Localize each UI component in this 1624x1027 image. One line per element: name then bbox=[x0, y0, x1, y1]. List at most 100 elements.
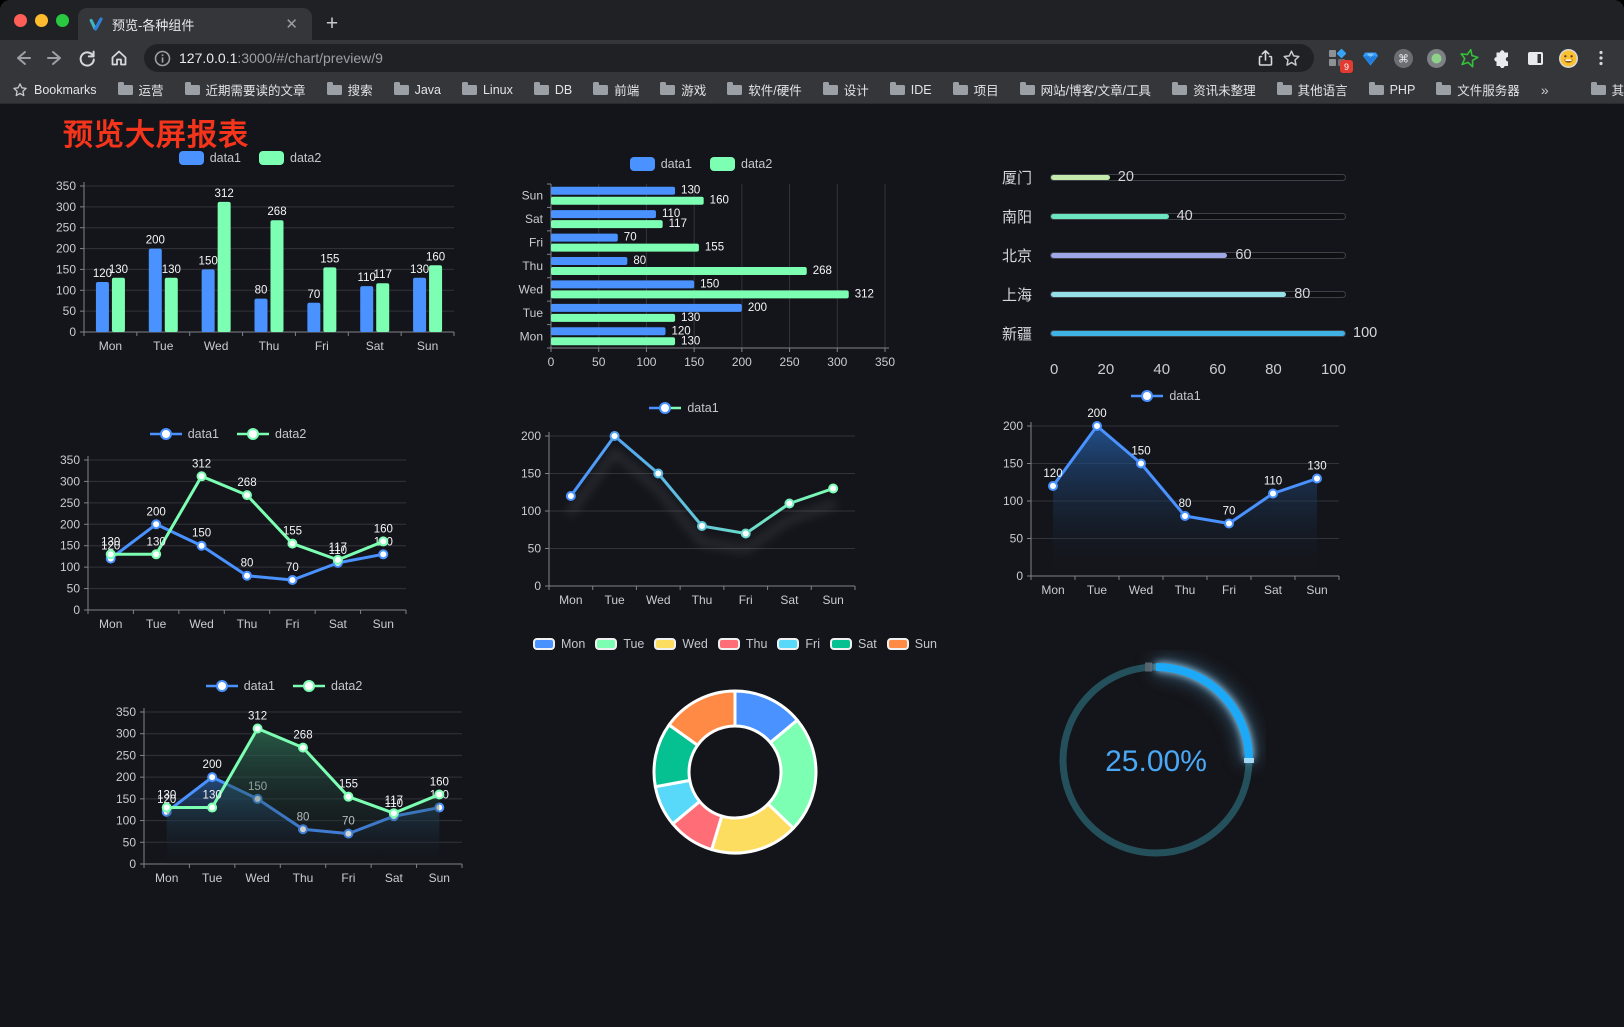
bookmark-folder[interactable]: Java bbox=[393, 81, 441, 97]
site-info-icon[interactable] bbox=[154, 50, 171, 67]
svg-text:0: 0 bbox=[129, 857, 136, 871]
svg-text:Fri: Fri bbox=[739, 593, 753, 607]
legend-item[interactable]: data2 bbox=[237, 427, 306, 441]
bookmark-folder[interactable]: DB bbox=[533, 81, 572, 97]
extension-green-star-icon[interactable] bbox=[1458, 47, 1480, 69]
bookmark-folder[interactable]: 游戏 bbox=[660, 80, 706, 99]
maximize-window-button[interactable] bbox=[56, 14, 69, 27]
url-bar[interactable]: 127.0.0.1:3000/#/chart/preview/9 bbox=[144, 44, 1314, 72]
chart-bar-horizontal[interactable]: data1 data2 0 50 100 150 200 250 300 350 Mon 120 13… bbox=[505, 154, 897, 387]
minimize-window-button[interactable] bbox=[35, 14, 48, 27]
folder-icon bbox=[533, 81, 549, 95]
extension-badge: 9 bbox=[1340, 60, 1353, 73]
chart-gauge-percent[interactable]: 25.00% bbox=[1046, 650, 1266, 875]
chart-legend[interactable]: data1 data2 bbox=[40, 424, 416, 444]
bookmark-folder[interactable]: 前端 bbox=[593, 80, 639, 99]
legend-item[interactable]: data1 bbox=[1131, 389, 1201, 403]
page-title: 预览大屏报表 bbox=[63, 119, 249, 152]
bookmark-folder[interactable]: 设计 bbox=[822, 80, 869, 99]
svg-text:Thu: Thu bbox=[293, 871, 314, 885]
back-button[interactable] bbox=[10, 45, 36, 71]
bookmark-folder[interactable]: 网站/博客/文章/工具 bbox=[1019, 80, 1151, 99]
progress-row[interactable]: 南阳 40 bbox=[1002, 205, 1346, 227]
extension-grid-icon[interactable]: 9 bbox=[1326, 47, 1353, 73]
legend-item[interactable]: Sat bbox=[830, 637, 877, 651]
extension-command-icon[interactable]: ⌘ bbox=[1392, 47, 1414, 69]
legend-item[interactable]: data2 bbox=[710, 157, 772, 171]
svg-text:100: 100 bbox=[116, 814, 136, 828]
area-chart-canvas[interactable]: 0 50 100 150 200 Mon Tue Wed Thu Fri Sat Sun 120 200 1… bbox=[983, 408, 1349, 612]
extension-record-icon[interactable] bbox=[1425, 47, 1447, 69]
legend-label: Tue bbox=[623, 637, 645, 651]
svg-text:150: 150 bbox=[192, 528, 211, 540]
bookmarks-manager-item[interactable]: Bookmarks bbox=[12, 82, 97, 98]
line-chart-canvas[interactable]: 0 50 100 150 200 250 300 350 Mon Tue Wed Thu Fri Sat S… bbox=[40, 446, 416, 648]
chart-legend[interactable]: data1 bbox=[503, 398, 865, 418]
share-icon[interactable] bbox=[1252, 45, 1278, 71]
chart-legend[interactable]: data1 data2 bbox=[505, 154, 897, 174]
legend-item[interactable]: data1 bbox=[205, 679, 275, 693]
legend-item[interactable]: data1 bbox=[178, 151, 241, 165]
forward-button[interactable] bbox=[42, 45, 68, 71]
legend-item[interactable]: Tue bbox=[595, 637, 644, 651]
extensions-puzzle-icon[interactable] bbox=[1491, 47, 1513, 69]
bookmark-folder[interactable]: 文件服务器 bbox=[1436, 80, 1520, 99]
chart-line-two-series[interactable]: data1 data2 0 50 100 150 200 250 300 350 Mon Tue We… bbox=[40, 424, 416, 653]
bookmark-folder[interactable]: 搜索 bbox=[326, 80, 373, 99]
legend-item[interactable]: data2 bbox=[259, 151, 321, 165]
progress-row[interactable]: 北京 60 bbox=[1002, 244, 1346, 266]
chart-area-two-series[interactable]: data1 data2 0 50 100 150 200 250 300 350 Mon Tue We… bbox=[96, 676, 472, 907]
bookmark-folder[interactable]: 其他语言 bbox=[1276, 80, 1348, 99]
browser-menu-icon[interactable] bbox=[1590, 47, 1612, 69]
progress-row[interactable]: 上海 80 bbox=[1002, 283, 1346, 305]
bookmark-folder[interactable]: 近期需要读的文章 bbox=[184, 80, 306, 99]
extension-gem-icon[interactable] bbox=[1359, 47, 1381, 69]
legend-item[interactable]: Fri bbox=[777, 637, 820, 651]
other-bookmarks-folder[interactable]: 其他书签 bbox=[1590, 80, 1624, 99]
progress-row[interactable]: 厦门 20 bbox=[1002, 166, 1346, 188]
chart-progress-cities[interactable]: 厦门 20 南阳 40 北京 60 上海 80 新疆 100 0 20 40 60 80 100 bbox=[1002, 166, 1377, 378]
chart-legend[interactable]: data1 bbox=[983, 386, 1349, 406]
bar-chart-canvas[interactable]: 0 50 100 150 200 250 300 350 Mon Tue Wed Thu Fri Sat S… bbox=[38, 170, 462, 366]
area-chart-canvas[interactable]: 0 50 100 150 200 250 300 350 Mon Tue Wed Thu Fri Sat S… bbox=[96, 698, 472, 902]
chart-legend[interactable]: data1 data2 bbox=[96, 676, 472, 696]
legend-item[interactable]: Sun bbox=[886, 637, 937, 651]
chart-donut-week[interactable]: Mon Tue Wed Thu Fri Sat Sun bbox=[532, 634, 937, 873]
legend-item[interactable]: data1 bbox=[629, 157, 692, 171]
tab-close-icon[interactable]: ✕ bbox=[285, 16, 298, 33]
side-panel-icon[interactable] bbox=[1524, 47, 1546, 69]
close-window-button[interactable] bbox=[14, 14, 27, 27]
emoji-extension-icon[interactable] bbox=[1557, 47, 1579, 69]
legend-item[interactable]: data2 bbox=[293, 679, 362, 693]
chart-line-gradient[interactable]: data1 0 50 100 150 200 Mon Tue Wed Thu Fri Sat Sun bbox=[503, 398, 865, 627]
gauge-canvas[interactable]: 25.00% bbox=[1046, 650, 1266, 870]
bookmark-star-icon[interactable] bbox=[1278, 45, 1304, 71]
legend-item[interactable]: Wed bbox=[654, 637, 708, 651]
new-tab-button[interactable]: + bbox=[325, 12, 339, 35]
chart-legend[interactable]: Mon Tue Wed Thu Fri Sat Sun bbox=[532, 634, 937, 654]
bookmark-folder[interactable]: PHP bbox=[1368, 81, 1415, 97]
chart-bar-vertical[interactable]: data1 data2 0 50 100 150 200 250 300 350 Mon Tue We… bbox=[38, 148, 462, 371]
reload-button[interactable] bbox=[74, 45, 100, 71]
browser-tab[interactable]: 预览-各种组件 ✕ bbox=[78, 8, 312, 40]
bookmarks-overflow-chevron[interactable]: » bbox=[1540, 81, 1549, 98]
chart-legend[interactable]: data1 data2 bbox=[38, 148, 462, 168]
progress-row[interactable]: 新疆 100 bbox=[1002, 322, 1377, 344]
bookmark-folder[interactable]: IDE bbox=[889, 81, 932, 97]
home-button[interactable] bbox=[106, 45, 132, 71]
axis-tick-label: 100 bbox=[1320, 361, 1346, 378]
bookmark-folder[interactable]: 运营 bbox=[117, 80, 164, 99]
legend-item[interactable]: Mon bbox=[532, 637, 585, 651]
legend-item[interactable]: Thu bbox=[717, 637, 767, 651]
legend-item[interactable]: data1 bbox=[649, 401, 719, 415]
bookmark-folder[interactable]: Linux bbox=[461, 81, 513, 97]
chart-area-single[interactable]: data1 0 50 100 150 200 Mon Tue Wed Thu Fri Sat Sun 1… bbox=[983, 386, 1349, 617]
bookmark-folder[interactable]: 软件/硬件 bbox=[727, 80, 802, 99]
donut-chart-canvas[interactable] bbox=[548, 656, 922, 868]
legend-item[interactable]: data1 bbox=[149, 427, 219, 441]
line-chart-canvas[interactable]: 0 50 100 150 200 Mon Tue Wed Thu Fri Sat Sun bbox=[503, 420, 865, 622]
bookmark-folder[interactable]: 资讯未整理 bbox=[1172, 80, 1256, 99]
svg-text:Tue: Tue bbox=[146, 617, 167, 631]
bookmark-folder[interactable]: 项目 bbox=[952, 80, 999, 99]
